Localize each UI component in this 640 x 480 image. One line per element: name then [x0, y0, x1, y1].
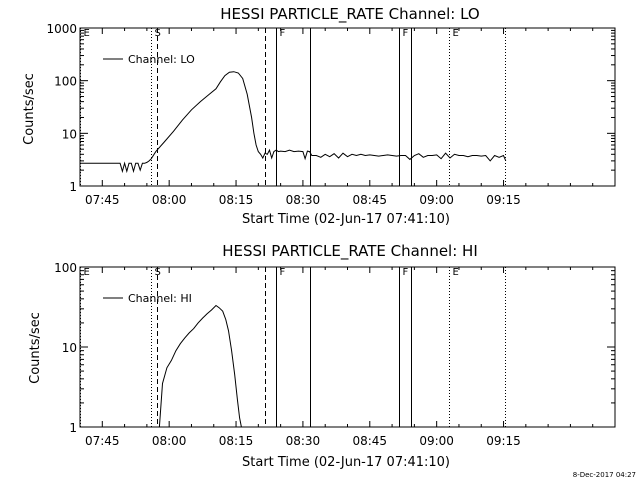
event-marker-label: E: [84, 267, 90, 278]
x-tick-label: 09:00: [419, 434, 454, 448]
legend-entry: Channel: HI: [128, 292, 192, 305]
axis-ticks: 07:45 08:00 08:15 08:30 08:45 09:00 09:15 1 10 10…: [54, 261, 616, 448]
event-marker-label: F: [403, 267, 409, 278]
x-tick-label: 08:15: [219, 434, 254, 448]
series-line-hi: [158, 304, 242, 428]
x-tick-label: 07:45: [85, 434, 120, 448]
event-marker-label: S: [155, 267, 161, 278]
x-tick-label: 08:00: [152, 434, 187, 448]
x-tick-label: 08:45: [352, 434, 387, 448]
x-tick-label: 09:15: [486, 193, 521, 207]
hi-channel-chart: HESSI PARTICLE_RATE Channel: HI Counts/s…: [28, 242, 616, 470]
x-tick-label: 08:00: [152, 193, 187, 207]
lo-channel-chart: HESSI PARTICLE_RATE Channel: LO Counts/s…: [22, 5, 616, 227]
x-tick-label: 07:45: [85, 193, 120, 207]
x-tick-label: 08:15: [219, 193, 254, 207]
y-axis-label: Counts/sec: [28, 312, 43, 384]
axis-ticks: 07:45 08:00 08:15 08:30 08:45 09:00 09:15 1 10 10…: [46, 22, 616, 207]
event-marker-label: E: [453, 267, 459, 278]
legend: Channel: HI: [103, 292, 192, 305]
y-tick-label: 100: [54, 75, 77, 89]
footer-timestamp: 8-Dec-2017 04:27: [573, 471, 636, 479]
chart-title: HESSI PARTICLE_RATE Channel: HI: [222, 242, 478, 261]
event-marker-label: S: [155, 28, 161, 39]
legend: Channel: LO: [103, 53, 195, 66]
y-tick-label: 1: [69, 180, 77, 194]
event-marker-label: F: [403, 28, 409, 39]
plot-frame: [79, 266, 616, 428]
x-axis-label: Start Time (02-Jun-17 07:41:10): [242, 212, 450, 227]
x-tick-label: 09:00: [419, 193, 454, 207]
legend-entry: Channel: LO: [128, 53, 195, 66]
chart-title: HESSI PARTICLE_RATE Channel: LO: [220, 5, 479, 24]
x-tick-label: 09:15: [486, 434, 521, 448]
y-tick-label: 1000: [46, 22, 77, 36]
x-tick-label: 08:45: [352, 193, 387, 207]
event-marker-label: E: [453, 28, 459, 39]
x-tick-label: 08:30: [286, 193, 321, 207]
y-tick-label: 10: [62, 341, 77, 355]
x-tick-label: 08:30: [286, 434, 321, 448]
event-marker-label: F: [280, 28, 286, 39]
plot-frame: [79, 27, 616, 187]
series-line-lo: [80, 71, 507, 174]
y-tick-label: 1: [69, 421, 77, 435]
y-tick-label: 100: [54, 261, 77, 275]
event-marker-label: E: [84, 28, 90, 39]
y-tick-label: 10: [62, 127, 77, 141]
event-marker-label: F: [280, 267, 286, 278]
y-axis-label: Counts/sec: [22, 73, 37, 145]
x-axis-label: Start Time (02-Jun-17 07:41:10): [242, 455, 450, 470]
